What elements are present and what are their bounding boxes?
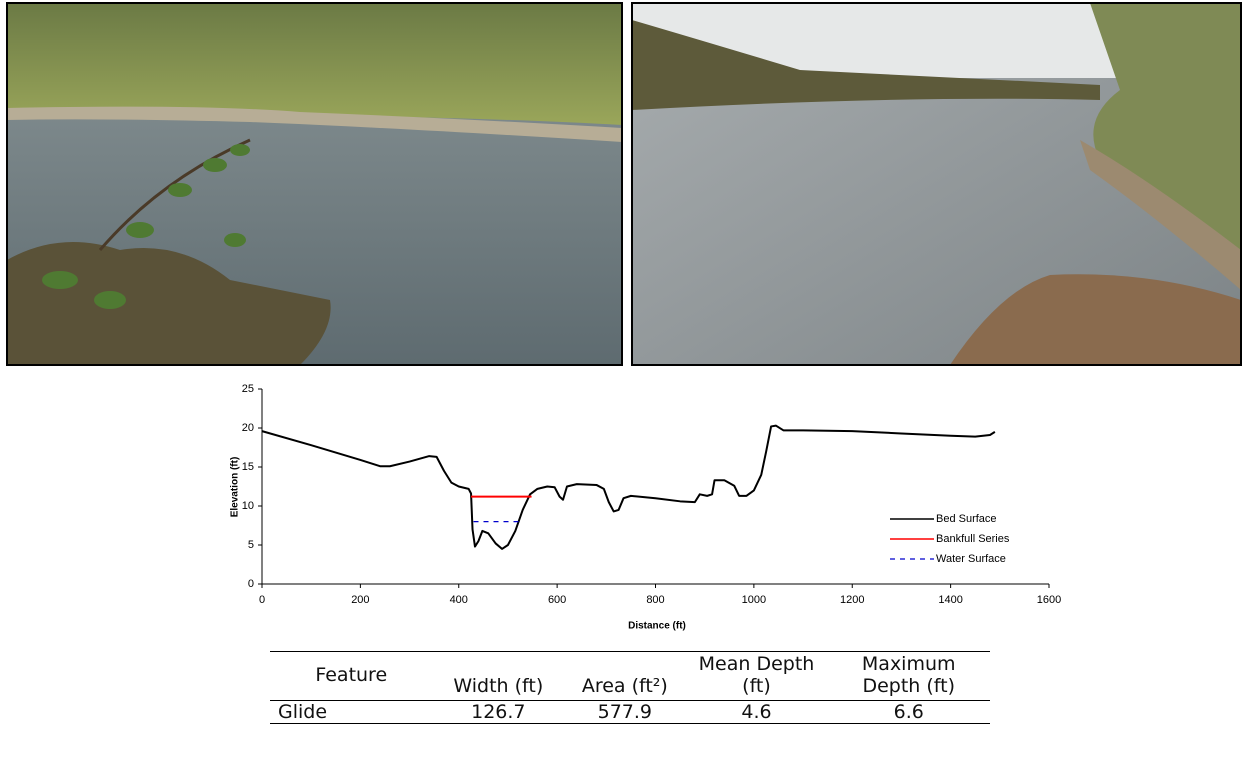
photo-right	[632, 3, 1241, 365]
table-cell: 577.9	[564, 700, 685, 723]
photos	[0, 0, 1243, 368]
legend-label: Bed Surface	[936, 513, 997, 525]
table-cell: 4.6	[686, 700, 828, 723]
photo-left	[7, 3, 622, 365]
column-header: Maximum Depth (ft)	[827, 652, 990, 701]
y-tick-label: 20	[242, 422, 254, 434]
column-header: Mean Depth (ft)	[686, 652, 828, 701]
y-tick-label: 0	[248, 578, 254, 590]
legend-label: Bankfull Series	[936, 533, 1010, 545]
column-header: Area (ft²)	[564, 652, 685, 701]
x-tick-label: 0	[259, 594, 265, 606]
x-tick-label: 600	[548, 594, 566, 606]
y-tick-label: 5	[248, 539, 254, 551]
table-cell: 6.6	[827, 700, 990, 723]
y-tick-label: 10	[242, 500, 254, 512]
y-tick-label: 25	[242, 383, 254, 395]
x-axis-title: Distance (ft)	[628, 621, 686, 632]
x-tick-label: 200	[351, 594, 369, 606]
x-tick-label: 1400	[938, 594, 962, 606]
x-tick-label: 1200	[840, 594, 864, 606]
page: Distance (ft) Elevation (ft) 0 5 10 15 20 25 0…	[0, 0, 1243, 758]
table-cell: 126.7	[433, 700, 565, 723]
x-tick-label: 800	[646, 594, 664, 606]
table-cell: Glide	[270, 700, 433, 723]
series-line	[262, 426, 995, 549]
x-tick-label: 1600	[1037, 594, 1061, 606]
y-axis-title: Elevation (ft)	[230, 457, 241, 518]
legend-label: Water Surface	[936, 553, 1006, 565]
column-header: Width (ft)	[433, 652, 565, 701]
y-tick-label: 15	[242, 461, 254, 473]
x-tick-label: 400	[450, 594, 468, 606]
x-tick-label: 1000	[742, 594, 766, 606]
chart: Distance (ft) Elevation (ft) 0 5 10 15 20 25 0…	[0, 370, 1243, 650]
column-header: Feature	[270, 652, 433, 701]
